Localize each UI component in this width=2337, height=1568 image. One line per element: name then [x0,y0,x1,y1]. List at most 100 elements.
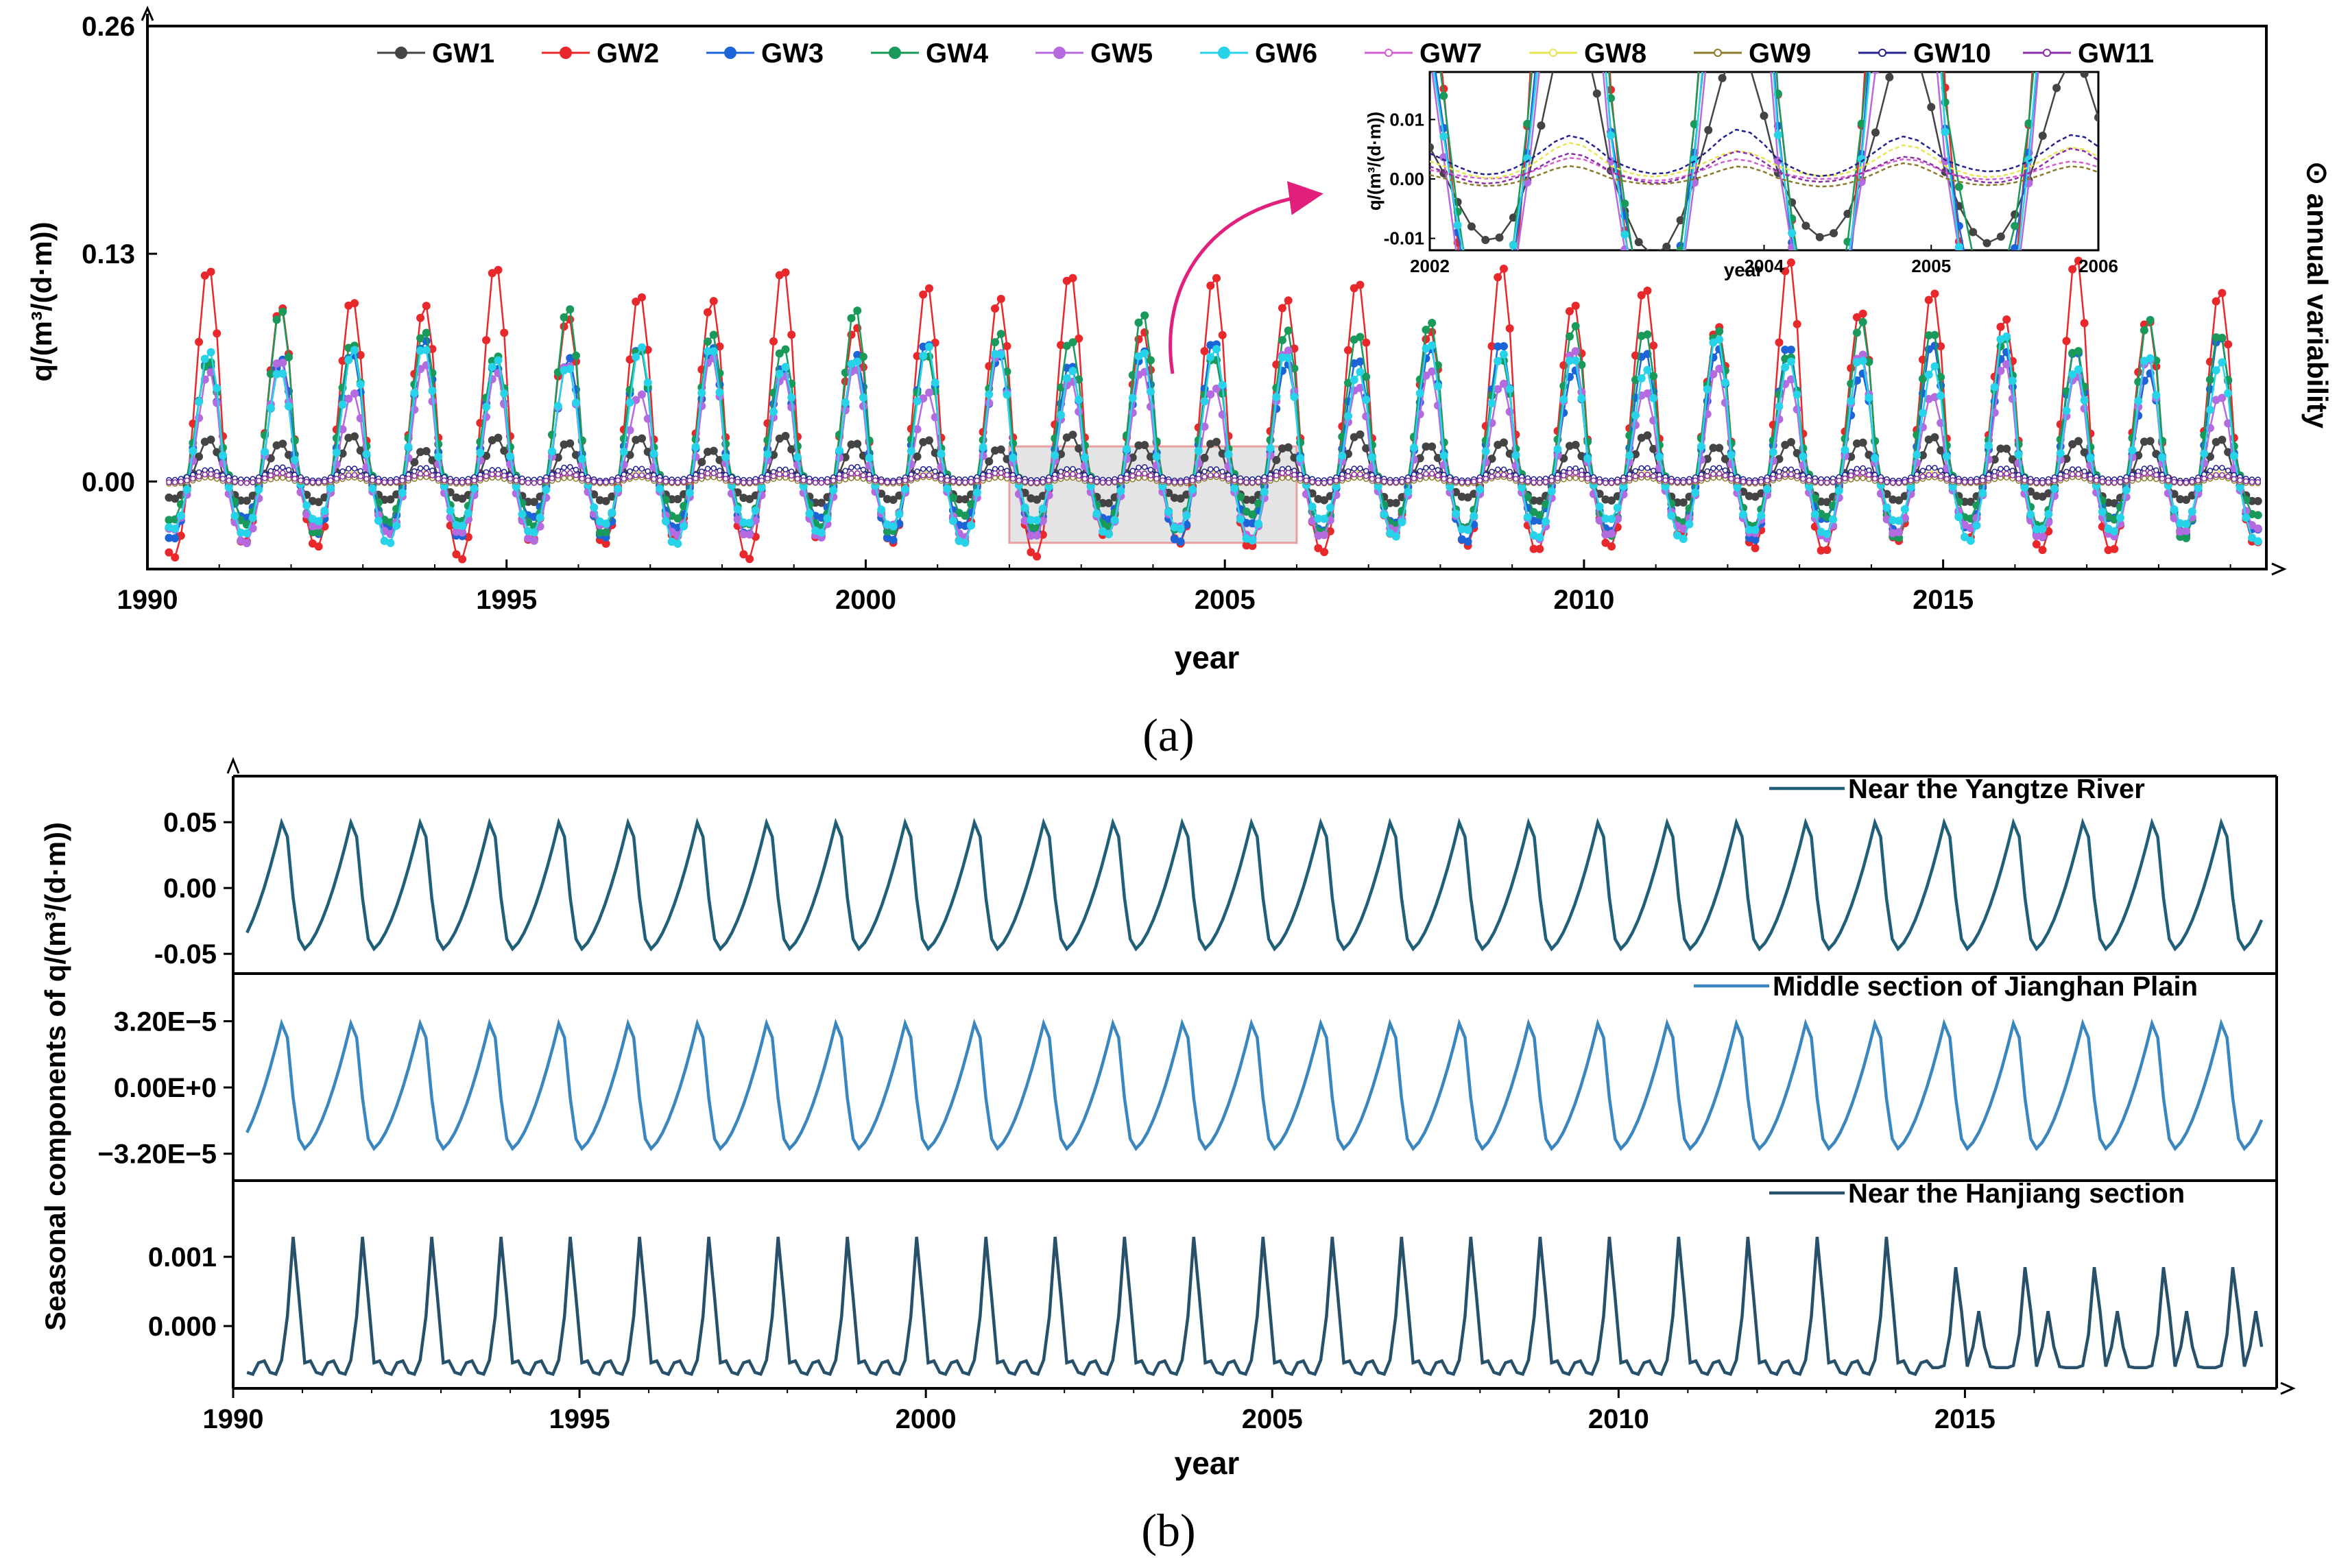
data-point [285,467,292,473]
data-point [1632,473,1639,480]
data-point [2062,337,2071,346]
data-point [202,471,208,478]
data-point [866,476,872,482]
data-point [1428,341,1437,350]
data-point [1351,471,1357,478]
data-point [1356,430,1365,439]
data-point [1878,477,1884,483]
data-point [1249,479,1256,486]
data-point [1153,476,1160,482]
data-point [200,354,209,363]
data-point [302,501,311,510]
data-point [1064,471,1070,478]
inset-data-point [2011,221,2020,230]
inset-data-point [1843,261,1851,269]
inset-data-point [1467,222,1476,231]
data-point [1236,515,1245,524]
inset-series-gw7 [1430,157,2098,182]
data-point [769,337,778,346]
data-point [1722,472,1729,479]
x-tick-label: 2015 [1913,585,1974,615]
data-point [1847,472,1854,479]
data-point [410,458,419,467]
panel-a-legend: GW1 GW2 GW3 GW4 GW5 GW6 GW7 GW8 GW9 GW10 GW11 [377,38,2154,69]
data-point [278,358,287,367]
data-point [1195,476,1202,482]
data-point [685,488,694,497]
data-point [585,477,591,483]
data-point [806,479,813,485]
data-point [1985,475,1992,482]
data-point [1433,382,1442,391]
data-point [350,299,359,308]
data-point [775,349,784,358]
data-point [2255,479,2262,485]
data-point [1339,475,1345,482]
data-point [1314,531,1323,540]
data-point [567,463,573,470]
data-point [2218,358,2227,367]
panel-b-x-tick-label: 2015 [1934,1404,1996,1434]
data-point [1129,472,1136,479]
data-point [733,505,742,514]
inset-data-point [1969,336,1977,344]
data-point [1075,407,1083,416]
data-point [1781,346,1790,354]
data-point [1566,470,1573,476]
data-point [1932,465,1938,471]
data-point [2026,510,2035,519]
data-point [889,496,898,505]
data-point [1788,471,1795,478]
data-point [913,425,922,434]
data-point [1356,357,1365,366]
data-point [549,475,555,481]
data-point [1129,468,1136,474]
data-point [1309,479,1315,485]
data-point [2105,479,2111,486]
inset-data-point [1662,295,1670,303]
data-point [1391,498,1400,507]
data-point [1320,514,1329,523]
inset-series-line [1430,162,2098,188]
data-point [1219,473,1225,480]
data-point [1715,364,1724,373]
data-point [351,472,358,478]
data-point [1608,479,1615,486]
data-point [621,476,627,482]
data-point [1607,515,1616,524]
inset-data-point [1439,132,1448,141]
inset-data-point [1927,0,1935,8]
data-point [1410,455,1419,464]
data-point [453,479,459,485]
inset-data-point [1509,261,1518,269]
data-point [1625,451,1634,460]
data-point [429,472,435,479]
data-point [710,465,717,472]
data-point [974,477,981,484]
data-point [2075,471,2082,477]
data-point [529,512,538,521]
data-point [1027,548,1035,557]
data-point [560,313,568,322]
data-point [2182,527,2191,535]
data-point [1763,485,1772,494]
data-point [1375,477,1381,483]
data-point [1140,441,1149,450]
data-point [1775,338,1784,347]
data-point [1788,466,1795,473]
data-point [996,445,1005,454]
data-point [2207,468,2214,474]
data-point [2093,477,2100,483]
data-point [176,511,185,520]
data-point [1494,357,1502,365]
inset-data-point [2052,84,2061,93]
data-point [1320,548,1329,557]
data-point [567,470,573,477]
data-point [848,464,854,471]
inset-xlabel: year [1724,259,1764,280]
data-point [1237,479,1244,485]
data-point [411,468,418,474]
panel-b-axes: 0.05 0.00 -0.05 Near the Yangtze River 3.20E… [98,756,2296,1434]
data-point [1650,468,1657,474]
data-point [435,476,442,482]
